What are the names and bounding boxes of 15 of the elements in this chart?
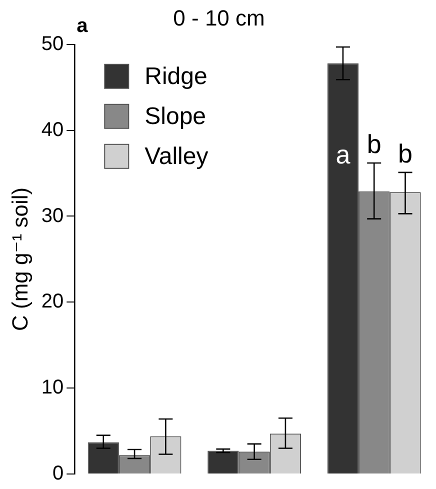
y-tick-label: 30: [41, 204, 64, 227]
chart-title: 0 - 10 cm: [173, 5, 265, 30]
y-tick-label: 20: [41, 290, 64, 313]
y-axis-title: C (mg g⁻¹ soil): [7, 187, 32, 332]
text: a: [76, 14, 89, 37]
data-label: a: [336, 139, 351, 170]
legend-label: Ridge: [144, 63, 208, 90]
data-label: b: [366, 129, 382, 160]
y-tick-label: 50: [41, 32, 64, 55]
legend-label: Slope: [144, 103, 206, 130]
y-tick-label: 0: [52, 462, 64, 485]
legend-label: Valley: [144, 143, 208, 170]
data-label: b: [398, 138, 412, 169]
y-tick-label: 10: [41, 376, 64, 399]
y-tick-label: 40: [41, 118, 64, 141]
